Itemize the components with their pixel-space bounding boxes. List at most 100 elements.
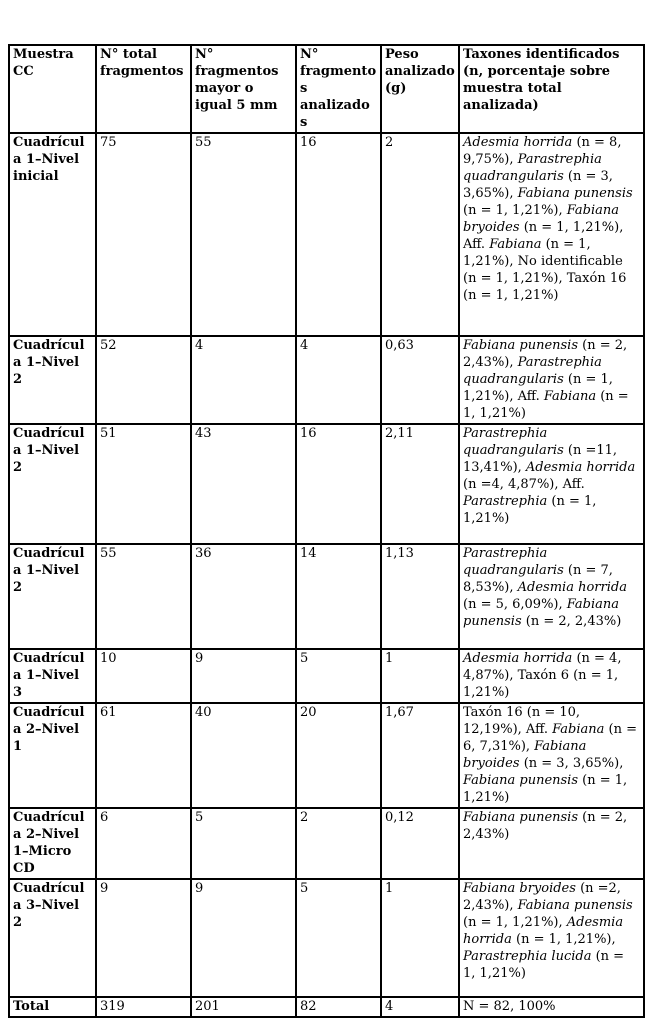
muestras-table: Muestra CC N° total fragmentos N° fragment… <box>8 44 645 1018</box>
cell-n_mayor_5mm: 40 <box>190 702 297 809</box>
cell-peso_g: 1 <box>380 648 460 704</box>
taxon-name: Parastrephia lucida <box>463 949 592 964</box>
taxon-stats: (n = 1, 1,21%), <box>463 203 567 218</box>
cell-n_analizados: 2 <box>295 807 382 880</box>
taxon-name: Fabiana punensis <box>463 338 579 353</box>
taxon-stats: (n = 8, 9,75%), <box>463 135 622 167</box>
cell-n_mayor_5mm: 55 <box>190 132 297 337</box>
taxon-stats: (n = 7, 8,53%), <box>463 563 613 595</box>
cell-n_total: 55 <box>95 543 192 650</box>
taxon-name: Fabiana punensis <box>463 773 579 788</box>
taxon-name: Adesmia horrida <box>463 135 573 150</box>
header-cell-1: N° total fragmentos <box>95 44 192 134</box>
cell-peso_g: 1,67 <box>380 702 460 809</box>
table-body: Cuadrícula 1–Nivel inicial 75 55 16 2 Adesmia… <box>8 132 645 1018</box>
cell-muestra: Cuadrícula 2–Nivel 1 <box>8 702 97 809</box>
cell-n_mayor_5mm: 9 <box>190 648 297 704</box>
cell-n_total: 9 <box>95 878 192 998</box>
cell-taxones: Fabiana punensis (n = 2, 2,43%) <box>458 807 645 880</box>
header-cell-2: N° fragmentos mayor o igual 5 mm <box>190 44 297 134</box>
cell-n_total: 75 <box>95 132 192 337</box>
cell-muestra: Cuadrícula 1–Nivel 2 <box>8 335 97 425</box>
header-row: Muestra CC N° total fragmentos N° fragment… <box>8 44 645 134</box>
header-cell-5: Taxones identificados (n, porcentaje sob… <box>458 44 645 134</box>
taxon-stats: (n = 2, 2,43%) <box>521 614 622 629</box>
taxon-name: Fabiana punensis <box>517 898 633 913</box>
cell-peso_g: 0,12 <box>380 807 460 880</box>
cell-peso_g: 0,63 <box>380 335 460 425</box>
cell-taxones: Fabiana punensis (n = 2, 2,43%), Parastr… <box>458 335 645 425</box>
cell-n_analizados: 14 <box>295 543 382 650</box>
taxon-name: Parastrephia quadrangularis <box>463 426 564 458</box>
taxon-stats: (n = 1, 1,21%), Aff. <box>463 372 613 404</box>
table-row: Cuadrícula 1–Nivel 2 52 4 4 0,63 Fabiana pune… <box>8 335 645 425</box>
taxon-name: Adesmia horrida <box>517 580 627 595</box>
taxon-name: Parastrephia quadrangularis <box>463 355 602 387</box>
taxon-name: Fabiana <box>543 389 597 404</box>
header-cell-3: N° fragmentos analizados <box>295 44 382 134</box>
cell-n_total: 10 <box>95 648 192 704</box>
taxon-stats: (n = 3, 3,65%), <box>463 169 613 201</box>
taxon-stats: (n = 1, 1,21%) <box>463 773 628 805</box>
cell-n_analizados: 16 <box>295 423 382 545</box>
header-cell-4: Peso analizado (g) <box>380 44 460 134</box>
taxon-name: Fabiana bryoides <box>463 203 620 235</box>
taxon-stats: (n = 1, 1,21%), No identificable (n = 1,… <box>463 237 627 303</box>
cell-peso_g: 1,13 <box>380 543 460 650</box>
taxon-name: Parastrephia quadrangularis <box>463 546 564 578</box>
taxon-stats: (n = 1, 1,21%) <box>463 494 597 526</box>
cell-taxones: Adesmia horrida (n = 8, 9,75%), Parastre… <box>458 132 645 337</box>
cell-n_analizados: 4 <box>295 335 382 425</box>
table-row: Cuadrícula 3–Nivel 2 9 9 5 1 Fabiana bryoides… <box>8 878 645 998</box>
cell-total-label: Total <box>8 996 97 1018</box>
taxon-name: Adesmia horrida <box>463 651 573 666</box>
cell-peso_g: 4 <box>380 996 460 1018</box>
cell-n_analizados: 20 <box>295 702 382 809</box>
cell-taxones: N = 82, 100% <box>458 996 645 1018</box>
taxon-stats: (n = 1, 1,21%), <box>463 915 567 930</box>
cell-n_analizados: 5 <box>295 648 382 704</box>
cell-taxones: Parastrephia quadrangularis (n =11, 13,4… <box>458 423 645 545</box>
taxon-name: Adesmia horrida <box>463 915 624 947</box>
taxon-stats: (n =4, 4,87%), Aff. <box>463 477 585 492</box>
cell-n_mayor_5mm: 43 <box>190 423 297 545</box>
cell-taxones: Fabiana bryoides (n =2, 2,43%), Fabiana … <box>458 878 645 998</box>
taxon-name: Adesmia horrida <box>525 460 636 475</box>
taxon-name: Fabiana punensis <box>463 810 579 825</box>
cell-muestra: Cuadrícula 3–Nivel 2 <box>8 878 97 998</box>
taxon-stats: (n =11, 13,41%), <box>463 443 618 475</box>
taxon-stats: (n = 1, 1,21%), <box>511 932 616 947</box>
cell-n_mayor_5mm: 9 <box>190 878 297 998</box>
cell-muestra: Cuadrícula 2–Nivel 1–Micro CD <box>8 807 97 880</box>
taxon-name: Fabiana bryoides <box>463 881 576 896</box>
cell-muestra: Cuadrícula 1–Nivel 2 <box>8 543 97 650</box>
cell-muestra: Cuadrícula 1–Nivel 3 <box>8 648 97 704</box>
cell-n_total: 6 <box>95 807 192 880</box>
table-row: Cuadrícula 2–Nivel 1 61 40 20 1,67 Taxón 16 (… <box>8 702 645 809</box>
taxon-stats: (n = 1, 1,21%), Aff. <box>463 220 624 252</box>
taxon-stats: (n = 2, 2,43%) <box>463 810 628 842</box>
taxon-name: Fabiana bryoides <box>463 739 587 771</box>
table-row: Cuadrícula 1–Nivel 2 51 43 16 2,11 Parastreph… <box>8 423 645 545</box>
cell-n_total: 52 <box>95 335 192 425</box>
taxon-stats: (n = 4, 4,87%), Taxón 6 (n = 1, 1,21%) <box>463 651 622 700</box>
taxon-name: Fabiana punensis <box>463 597 620 629</box>
total-row: Total 319 201 82 4 N = 82, 100% <box>8 996 645 1018</box>
cell-taxones: Parastrephia quadrangularis (n = 7, 8,53… <box>458 543 645 650</box>
taxon-name: Fabiana <box>552 722 605 737</box>
table-row: Cuadrícula 1–Nivel 2 55 36 14 1,13 Parastreph… <box>8 543 645 650</box>
taxon-name: Fabiana <box>489 237 542 252</box>
cell-n_analizados: 82 <box>295 996 382 1018</box>
cell-n_mayor_5mm: 4 <box>190 335 297 425</box>
cell-n_mayor_5mm: 201 <box>190 996 297 1018</box>
header-cell-0: Muestra CC <box>8 44 97 134</box>
cell-n_mayor_5mm: 5 <box>190 807 297 880</box>
taxon-stats: (n =2, 2,43%), <box>463 881 621 913</box>
cell-taxones: Taxón 16 (n = 10, 12,19%), Aff. Fabiana … <box>458 702 645 809</box>
cell-peso_g: 2 <box>380 132 460 337</box>
cell-peso_g: 2,11 <box>380 423 460 545</box>
taxon-stats: Taxón 16 (n = 10, 12,19%), Aff. <box>463 705 581 737</box>
taxon-stats: (n = 6, 7,31%), <box>463 722 637 754</box>
cell-taxones: Adesmia horrida (n = 4, 4,87%), Taxón 6 … <box>458 648 645 704</box>
